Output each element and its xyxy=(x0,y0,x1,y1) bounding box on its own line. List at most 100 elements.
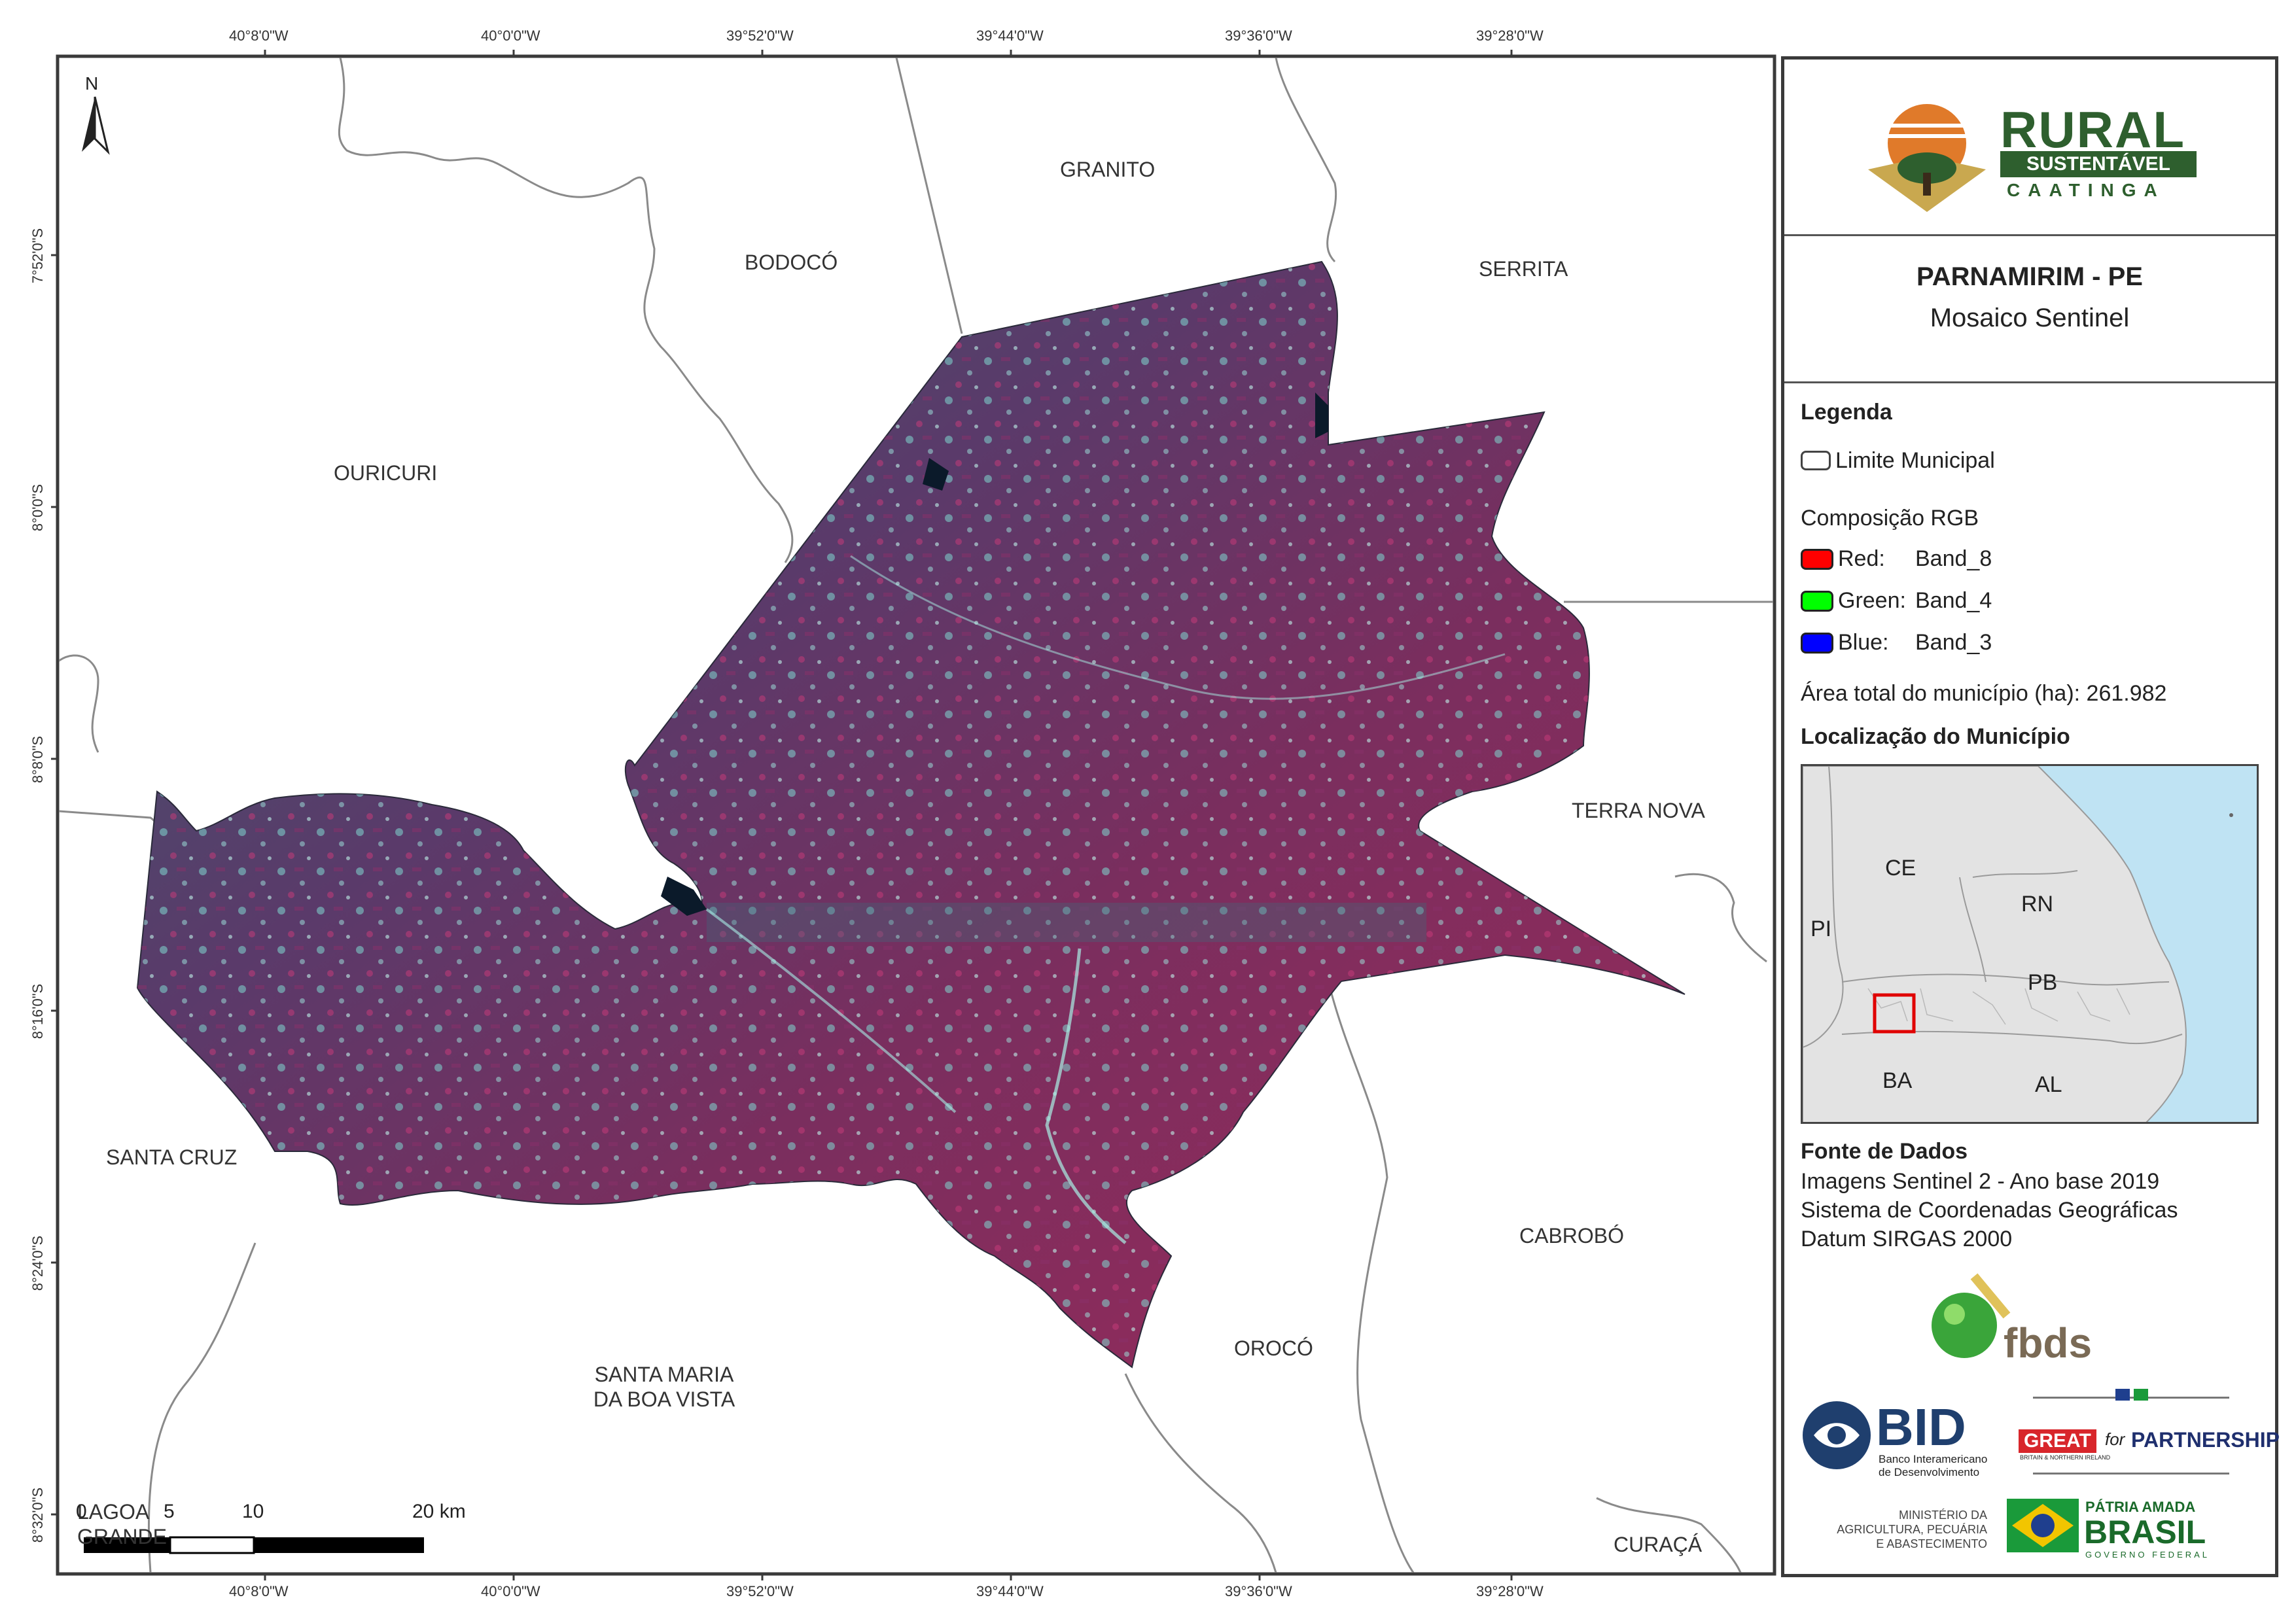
great-subtitle: BRITAIN & NORTHERN IRELAND xyxy=(2020,1454,2111,1461)
scale-bar xyxy=(84,1536,424,1554)
inset-label-al: AL xyxy=(2035,1072,2062,1097)
logo-section: RURAL SUSTENTÁVEL CAATINGA xyxy=(1784,60,2275,236)
legend-panel: RURAL SUSTENTÁVEL CAATINGA PARNAMIRIM - … xyxy=(1781,56,2280,1577)
grid-label-top: 39°44'0"W xyxy=(976,27,1044,44)
fbds-logo-icon xyxy=(1932,1273,2011,1358)
location-highlight xyxy=(1873,993,1916,1034)
grid-label-left: 8°0'0"S xyxy=(29,483,46,532)
inset-label-ba: BA xyxy=(1882,1068,1913,1093)
ministry-text: MINISTÉRIO DA xyxy=(1898,1509,1987,1522)
great-divider xyxy=(2033,1397,2229,1399)
scale-label: 5 xyxy=(164,1501,175,1522)
rural-sustentavel-logo-icon xyxy=(1868,104,1986,212)
legend-blue-label: Blue: xyxy=(1838,630,1889,655)
grid-label-bottom: 39°44'0"W xyxy=(976,1583,1044,1599)
grid-label-left: 8°24'0"S xyxy=(29,1235,46,1291)
bid-subtitle: de Desenvolvimento xyxy=(1879,1466,1980,1478)
inset-label-pb: PB xyxy=(2028,970,2058,995)
parnamirim-imagery xyxy=(136,260,1686,1369)
muni-label-serrita: SERRITA xyxy=(1479,257,1568,281)
grid-label-top: 40°8'0"W xyxy=(229,27,289,44)
bid-logo-icon xyxy=(1803,1401,1871,1469)
ministry-text: E ABASTECIMENTO xyxy=(1876,1537,1987,1550)
map-title: PARNAMIRIM - PE xyxy=(1916,262,2143,291)
brazil-flag-icon xyxy=(2134,1389,2148,1401)
muni-label-ouricuri: OURICURI xyxy=(334,461,438,485)
grid-label-bottom: 39°52'0"W xyxy=(726,1583,794,1599)
inset-label-ce: CE xyxy=(1885,856,1916,881)
grid-label-top: 39°52'0"W xyxy=(726,27,794,44)
grid-label-bottom: 39°36'0"W xyxy=(1225,1583,1292,1599)
muni-label-terra-nova: TERRA NOVA xyxy=(1572,799,1705,822)
muni-label-line: LAGOA xyxy=(77,1500,150,1524)
grid-label-top: 40°0'0"W xyxy=(481,27,540,44)
sources-line: Imagens Sentinel 2 - Ano base 2019 xyxy=(1801,1169,2160,1194)
title-section: PARNAMIRIM - PE Mosaico Sentinel xyxy=(1784,236,2275,383)
brasil-text: BRASIL xyxy=(2084,1514,2206,1550)
legend-heading: Legenda xyxy=(1801,400,1892,425)
governo-federal-text: GOVERNO FEDERAL xyxy=(2085,1550,2210,1560)
great-badge: GREAT xyxy=(2019,1429,2096,1453)
grid-label-bottom: 40°0'0"W xyxy=(481,1583,540,1599)
municipal-boundaries xyxy=(59,58,1773,1573)
legend-blue-band: Band_3 xyxy=(1915,630,1992,655)
bid-logo-text: BID xyxy=(1876,1398,1966,1456)
north-label: N xyxy=(85,73,99,94)
logo-text-sustentavel: SUSTENTÁVEL xyxy=(2000,151,2197,177)
muni-label-lagoa-grande: LAGOA GRANDE xyxy=(77,1499,167,1549)
uk-flag-icon xyxy=(2115,1389,2130,1401)
grid-label-top: 39°28'0"W xyxy=(1476,27,1544,44)
map-subtitle: Mosaico Sentinel xyxy=(1930,304,2130,332)
north-arrow-icon xyxy=(82,96,110,155)
legend-red-band: Band_8 xyxy=(1915,546,1992,571)
grid-label-left: 8°8'0"S xyxy=(29,735,46,784)
muni-label-cabrobo: CABROBÓ xyxy=(1519,1224,1625,1248)
great-for-text: for xyxy=(2105,1429,2125,1449)
muni-label-oroco: OROCÓ xyxy=(1234,1336,1313,1360)
grid-label-left: 8°16'0"S xyxy=(29,983,46,1039)
legend-green-band: Band_4 xyxy=(1915,588,1992,613)
sources-heading: Fonte de Dados xyxy=(1801,1139,1968,1164)
legend-green-label: Green: xyxy=(1838,588,1906,613)
muni-label-line: GRANDE xyxy=(77,1525,167,1548)
legend-limit: Limite Municipal xyxy=(1835,448,1995,473)
patria-amada-text: PÁTRIA AMADA xyxy=(2085,1499,2196,1515)
scale-label: 20 km xyxy=(412,1501,466,1522)
logo-text-rural: RURAL xyxy=(2000,101,2185,158)
location-inset-map: CE PI RN PB BA AL xyxy=(1801,764,2259,1124)
great-divider xyxy=(2033,1473,2229,1475)
muni-label-line: DA BOA VISTA xyxy=(593,1387,735,1411)
scale-label: 10 xyxy=(242,1501,264,1522)
limit-symbol-icon xyxy=(1801,451,1831,470)
brasil-gov-flag-icon xyxy=(2007,1499,2079,1552)
bid-subtitle: Banco Interamericano xyxy=(1879,1453,1988,1465)
total-area: Área total do município (ha): 261.982 xyxy=(1801,681,2167,706)
inset-label-rn: RN xyxy=(2021,892,2054,916)
inset-map-canvas xyxy=(1803,766,2257,1122)
legend-red-label: Red: xyxy=(1838,546,1885,571)
muni-label-line: SANTA MARIA xyxy=(594,1363,734,1386)
green-swatch-icon xyxy=(1801,591,1833,612)
inset-label-pi: PI xyxy=(1810,916,1832,941)
muni-label-santa-cruz: SANTA CRUZ xyxy=(106,1145,238,1169)
scale-label: 0 xyxy=(76,1501,87,1522)
sources-line: Datum SIRGAS 2000 xyxy=(1801,1227,2013,1251)
muni-label-curaca: CURAÇÁ xyxy=(1614,1533,1703,1556)
ministry-text: AGRICULTURA, PECUÁRIA xyxy=(1837,1523,1987,1536)
grid-ticks xyxy=(51,50,1513,1580)
muni-label-granito: GRANITO xyxy=(1060,158,1156,181)
red-swatch-icon xyxy=(1801,549,1833,570)
grid-label-left: 7°52'0"S xyxy=(29,228,46,284)
muni-label-bodoco: BODOCÓ xyxy=(745,251,838,274)
sources-line: Sistema de Coordenadas Geográficas xyxy=(1801,1198,2178,1223)
grid-label-left: 8°32'0"S xyxy=(29,1487,46,1543)
grid-label-top: 39°36'0"W xyxy=(1225,27,1292,44)
location-heading: Localização do Município xyxy=(1801,724,2070,749)
fbds-logo-text: fbds xyxy=(2004,1319,2093,1367)
rgb-heading: Composição RGB xyxy=(1801,506,1979,531)
grid-label-bottom: 40°8'0"W xyxy=(229,1583,289,1599)
grid-label-bottom: 39°28'0"W xyxy=(1476,1583,1544,1599)
muni-label-santa-maria: SANTA MARIA DA BOA VISTA xyxy=(576,1362,752,1412)
blue-swatch-icon xyxy=(1801,633,1833,654)
